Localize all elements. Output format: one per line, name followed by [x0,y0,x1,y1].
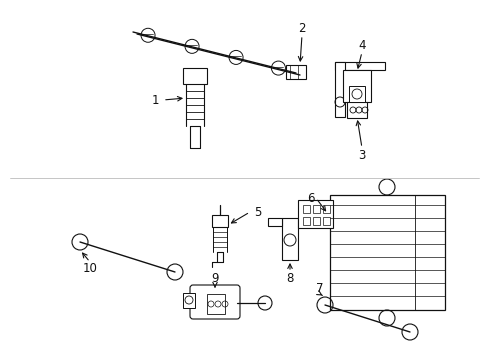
Bar [206,294,224,314]
FancyBboxPatch shape [190,285,240,319]
Bar [312,217,319,225]
Bar [303,205,309,213]
Text: 1: 1 [151,94,159,107]
Bar [329,195,444,310]
Bar [334,62,384,70]
Bar [282,218,297,260]
Text: 4: 4 [358,39,365,51]
Text: 3: 3 [358,149,365,162]
Text: 9: 9 [211,271,218,284]
Text: 6: 6 [307,192,314,204]
Text: 10: 10 [82,261,97,274]
Bar [212,215,227,227]
Bar [303,217,309,225]
Text: 7: 7 [316,282,323,294]
Bar [342,70,370,102]
Bar [297,200,332,228]
Text: 2: 2 [298,22,305,35]
Text: 5: 5 [254,206,261,219]
Bar [346,102,366,118]
Bar [312,205,319,213]
Bar [348,86,364,102]
Bar [334,62,345,117]
Bar [285,65,305,79]
Bar [267,218,282,226]
Bar [183,68,206,84]
Bar [323,205,329,213]
Bar [323,217,329,225]
Bar [183,293,195,308]
Text: 8: 8 [286,271,293,284]
